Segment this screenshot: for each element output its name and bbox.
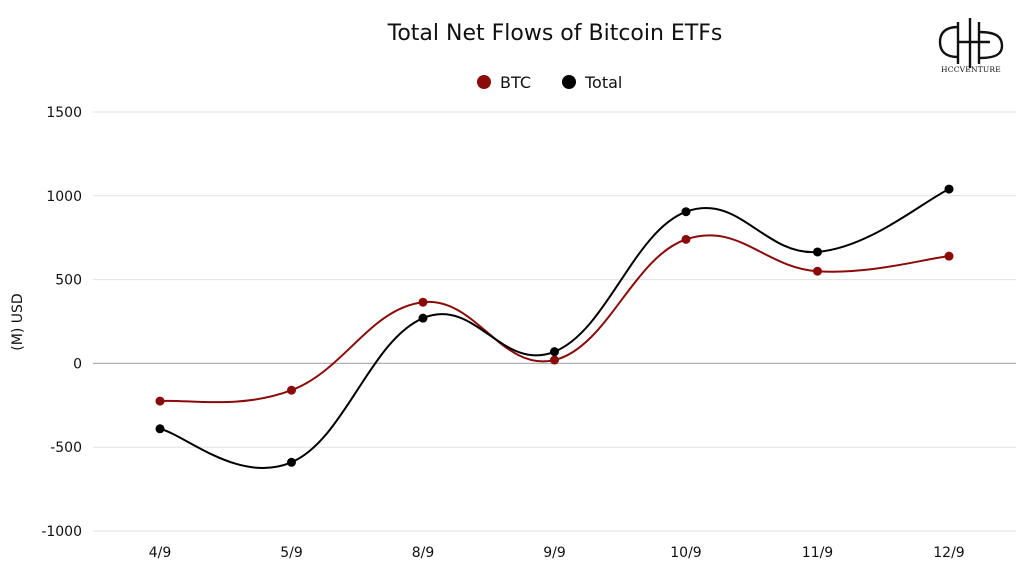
x-tick-label: 4/9 bbox=[149, 545, 172, 561]
x-tick-label: 12/9 bbox=[933, 545, 964, 561]
legend-label-total: Total bbox=[584, 73, 622, 92]
legend: BTC Total bbox=[477, 73, 622, 92]
data-point-total[interactable] bbox=[418, 313, 428, 323]
hcc-logo-icon bbox=[938, 18, 1004, 68]
series-lines bbox=[159, 188, 950, 469]
x-tick-label: 10/9 bbox=[670, 545, 701, 561]
data-point-total[interactable] bbox=[287, 457, 296, 467]
data-points bbox=[155, 184, 954, 467]
data-point-btc[interactable] bbox=[813, 266, 822, 276]
logo-text: HCCVENTURE bbox=[941, 65, 1001, 74]
data-point-btc[interactable] bbox=[944, 251, 954, 261]
y-tick-label: -500 bbox=[50, 440, 82, 456]
data-point-btc[interactable] bbox=[418, 297, 428, 307]
data-point-btc[interactable] bbox=[681, 234, 691, 244]
data-point-total[interactable] bbox=[681, 207, 691, 217]
x-tick-labels: 4/9 5/9 8/9 9/9 10/9 11/9 12/9 bbox=[149, 545, 965, 561]
legend-label-btc: BTC bbox=[500, 73, 531, 92]
data-point-btc[interactable] bbox=[155, 396, 165, 406]
data-point-btc[interactable] bbox=[287, 385, 296, 395]
data-point-total[interactable] bbox=[944, 184, 954, 194]
series-line-btc bbox=[159, 234, 950, 404]
y-tick-label: -1000 bbox=[41, 524, 82, 540]
series-line-total bbox=[159, 188, 950, 469]
legend-item-btc[interactable]: BTC bbox=[477, 73, 531, 92]
x-tick-label: 9/9 bbox=[543, 545, 566, 561]
legend-item-total[interactable]: Total bbox=[562, 73, 622, 92]
legend-marker-btc bbox=[477, 75, 491, 89]
y-tick-label: 1500 bbox=[46, 105, 82, 121]
data-point-btc[interactable] bbox=[550, 355, 559, 365]
data-point-total[interactable] bbox=[813, 247, 822, 257]
y-tick-label: 0 bbox=[73, 356, 82, 372]
x-tick-label: 11/9 bbox=[802, 545, 833, 561]
x-tick-label: 8/9 bbox=[412, 545, 435, 561]
grid-lines bbox=[93, 111, 1016, 532]
y-axis-label: (M) USD bbox=[10, 293, 26, 350]
x-tick-label: 5/9 bbox=[280, 545, 303, 561]
data-point-total[interactable] bbox=[550, 347, 559, 357]
hcc-venture-logo: HCCVENTURE bbox=[938, 18, 1004, 74]
legend-marker-total bbox=[562, 75, 576, 89]
chart-title: Total Net Flows of Bitcoin ETFs bbox=[387, 21, 723, 46]
y-tick-label: 500 bbox=[55, 273, 82, 289]
y-tick-label: 1000 bbox=[46, 189, 82, 205]
y-tick-labels: -1000 -500 0 500 1000 1500 bbox=[41, 105, 82, 540]
data-point-total[interactable] bbox=[155, 424, 165, 434]
